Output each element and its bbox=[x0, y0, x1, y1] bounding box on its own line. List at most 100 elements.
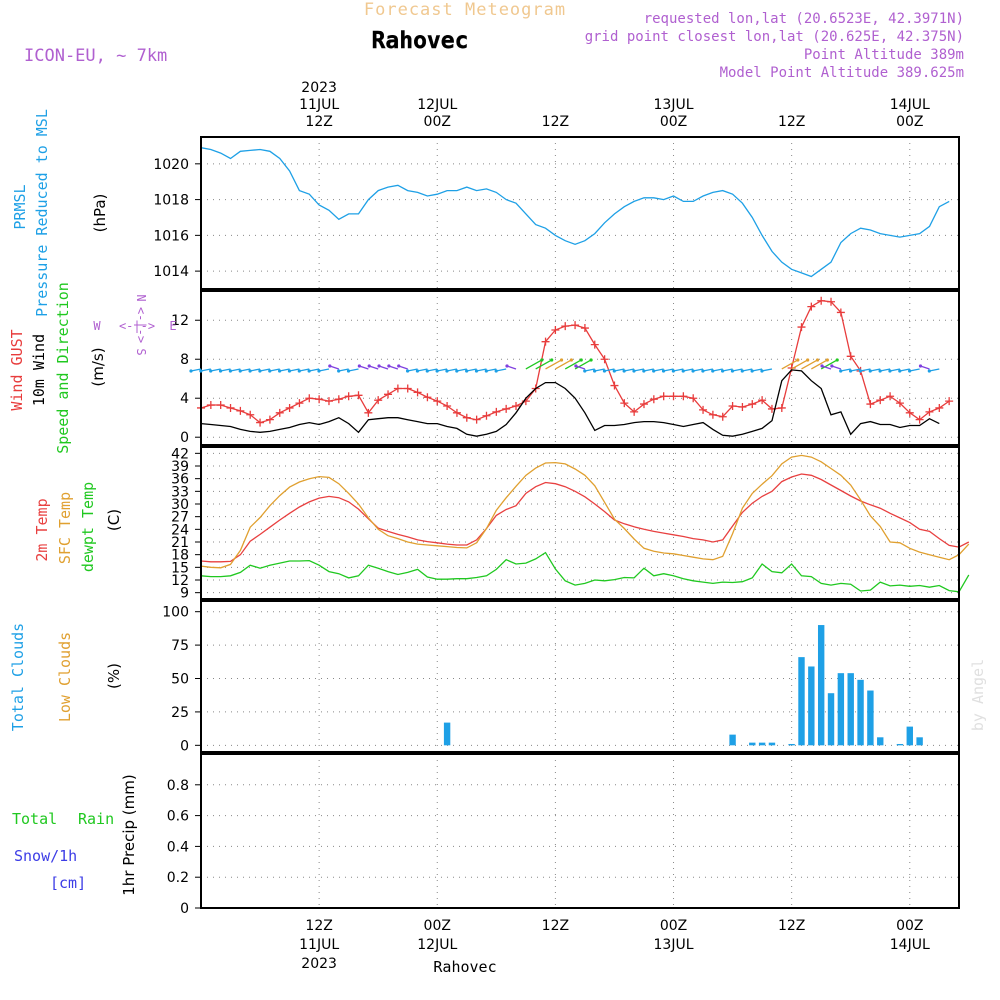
total-clouds-bar bbox=[808, 666, 815, 746]
wind-arrow bbox=[742, 368, 753, 372]
gust-marker bbox=[305, 394, 314, 403]
prmsl-label: PRMSL bbox=[11, 184, 29, 229]
wind-arrow-head bbox=[189, 369, 193, 373]
wind-arrow-head bbox=[927, 369, 931, 373]
gust-marker bbox=[669, 392, 678, 401]
total-clouds-bar bbox=[817, 625, 825, 746]
gust-marker bbox=[393, 384, 402, 393]
compass-arrows-h: <-|-> bbox=[119, 319, 155, 333]
y-tick-label: 1018 bbox=[153, 193, 189, 209]
wind-arrow-head bbox=[671, 369, 675, 373]
point-altitude: Point Altitude 389m bbox=[804, 47, 964, 63]
wind-arrow bbox=[751, 368, 763, 372]
gust-marker bbox=[226, 403, 235, 412]
y-tick-label: 0 bbox=[180, 430, 189, 446]
wind-arrow-head bbox=[474, 369, 479, 373]
wind-frame bbox=[200, 290, 960, 446]
gust-marker bbox=[462, 413, 471, 422]
wind-arrow-head bbox=[825, 358, 829, 362]
gust-marker bbox=[482, 411, 491, 420]
wind-gust-label: Wind GUST bbox=[8, 329, 26, 410]
y-tick-label: 15 bbox=[171, 560, 189, 576]
temp-unit-label: (C) bbox=[105, 509, 123, 531]
gust-marker bbox=[846, 352, 855, 361]
y-tick-label: 36 bbox=[171, 472, 189, 488]
wind-arrow bbox=[722, 368, 733, 372]
total-clouds-bar bbox=[867, 690, 874, 746]
gust-marker bbox=[866, 400, 875, 409]
wind-arrow bbox=[210, 368, 221, 372]
y-tick-label: 0 bbox=[180, 738, 189, 754]
wind-arrow bbox=[653, 368, 664, 372]
gust-marker bbox=[246, 410, 255, 419]
bottom-time-axis: 12Z 11JUL 2023 00Z 12JUL 12Z 00Z 13JUL 12Z 00Z 14J… bbox=[299, 918, 930, 972]
total-clouds-bar bbox=[788, 743, 795, 746]
gust-marker bbox=[580, 324, 589, 333]
total-clouds-bar bbox=[443, 722, 451, 746]
bottom-time-label: 00Z bbox=[896, 918, 923, 934]
gust-marker bbox=[600, 355, 609, 364]
wind-arrow bbox=[860, 368, 871, 372]
clouds-panel: 0 25 50 75 100 bbox=[162, 600, 960, 754]
gust-marker bbox=[728, 402, 737, 411]
wind-arrow-head bbox=[337, 369, 341, 373]
wind-arrow-head bbox=[750, 369, 754, 373]
model-label: ICON-EU, ~ 7km bbox=[24, 46, 167, 66]
wind-arrow bbox=[624, 368, 635, 372]
wind-arrow-head bbox=[484, 369, 488, 373]
wind-arrow-head bbox=[583, 369, 587, 373]
wind-arrow bbox=[279, 368, 290, 372]
bottom-time-label: 11JUL bbox=[299, 937, 339, 953]
sfc-temp-label: SFC Temp bbox=[56, 492, 74, 564]
y-tick-label: 30 bbox=[171, 497, 189, 513]
wind-arrow-head bbox=[830, 364, 834, 368]
wind-arrow-head bbox=[248, 369, 252, 373]
bottom-time-label: 2023 bbox=[301, 956, 337, 972]
total-clouds-bar bbox=[827, 693, 835, 746]
bottom-time-label: 13JUL bbox=[654, 937, 694, 953]
wind-arrow-head bbox=[445, 369, 449, 373]
cloud-labels: Total Clouds Low Clouds (%) bbox=[9, 623, 123, 731]
wind-arrow-head bbox=[602, 369, 607, 373]
wind-arrow-head bbox=[868, 369, 872, 373]
2m-temp-line bbox=[200, 473, 970, 563]
wind-arrow bbox=[909, 368, 920, 372]
gust-marker bbox=[797, 323, 806, 332]
wind-arrow-head bbox=[277, 369, 282, 373]
footer-station: Rahovec bbox=[433, 958, 496, 976]
wind-arrow bbox=[692, 368, 704, 372]
grid-point-coords: grid point closest lon,lat (20.625E, 42.… bbox=[585, 29, 964, 45]
wind-arrow-head bbox=[238, 369, 242, 373]
y-tick-label: 12 bbox=[171, 313, 189, 329]
total-clouds-bar bbox=[906, 726, 913, 746]
gust-marker bbox=[452, 408, 461, 417]
wind-arrow-head bbox=[858, 369, 863, 373]
wind-arrow-head bbox=[505, 364, 509, 368]
wind-arrow bbox=[633, 368, 645, 372]
snow-label: Snow/1h bbox=[14, 847, 77, 865]
gust-marker bbox=[295, 399, 304, 408]
total-clouds-bar bbox=[749, 742, 756, 746]
gust-marker bbox=[344, 392, 353, 401]
y-tick-label: 42 bbox=[171, 446, 189, 462]
wind-arrow bbox=[840, 368, 851, 372]
gust-marker bbox=[689, 394, 698, 403]
precip-unit-label: 1hr Precip (mm) bbox=[120, 774, 138, 895]
gust-marker bbox=[807, 302, 816, 311]
wind-arrow bbox=[486, 368, 497, 372]
wind-arrow bbox=[732, 368, 743, 372]
wind-arrow bbox=[594, 368, 605, 372]
wind-arrow-head bbox=[652, 369, 656, 373]
wind-arrow bbox=[259, 368, 271, 372]
wind-arrow-head bbox=[579, 358, 583, 362]
compass-arrows: <-|-> bbox=[134, 307, 148, 343]
gust-marker bbox=[206, 401, 215, 410]
bottom-time-label: 14JUL bbox=[890, 937, 930, 953]
pressure-frame bbox=[200, 136, 960, 290]
top-time-label: 11JUL bbox=[299, 97, 339, 113]
gust-marker bbox=[423, 393, 432, 402]
wind-arrow bbox=[318, 368, 330, 372]
wind-arrow bbox=[230, 368, 241, 372]
wind-arrow-head bbox=[908, 369, 912, 373]
